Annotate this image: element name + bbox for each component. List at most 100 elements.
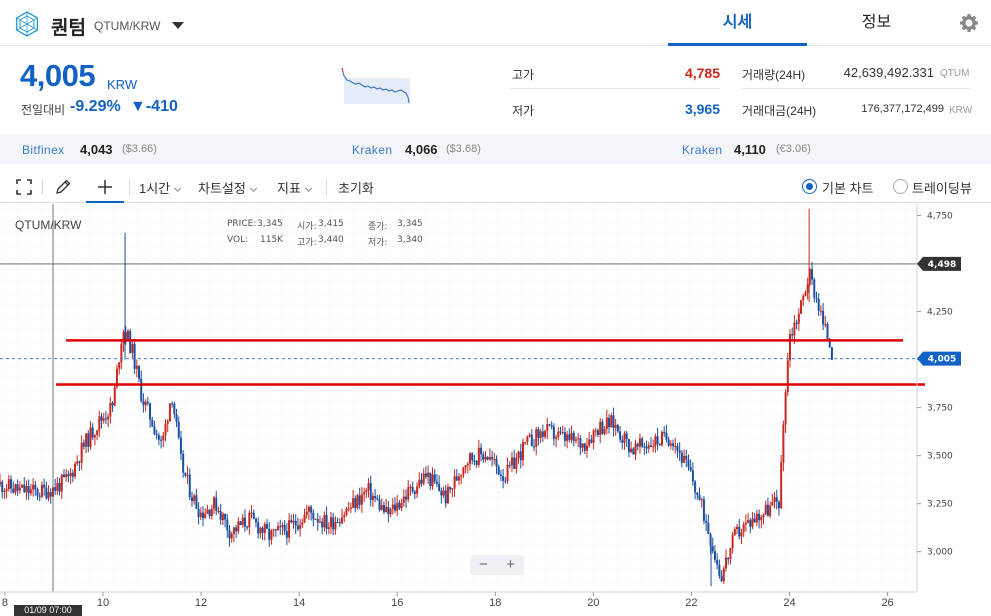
candle-body: [698, 495, 701, 500]
candle-body: [828, 338, 831, 348]
candle-body: [707, 522, 710, 535]
candle-body: [621, 439, 624, 443]
candle-body: [504, 480, 507, 482]
divider: [510, 88, 720, 89]
candle-body: [369, 483, 372, 501]
candle-body: [38, 495, 41, 497]
indicators-label: 지표: [277, 181, 301, 196]
indicators-menu[interactable]: 지표: [277, 178, 313, 197]
candle-body: [173, 403, 176, 415]
candle-body: [407, 487, 410, 500]
candle-body: [435, 481, 438, 484]
candle-body: [539, 431, 542, 438]
candle-body: [385, 506, 388, 513]
candle-body: [60, 474, 63, 492]
candle-body: [215, 497, 218, 512]
divider: [741, 88, 971, 89]
candle-body: [742, 524, 745, 533]
candle-body: [702, 499, 705, 521]
candle-body: [716, 559, 719, 565]
candle-body: [378, 499, 381, 510]
price-chart[interactable]: 4,7504,5004,2504,0003,7503,5003,2503,000…: [0, 204, 991, 616]
candle-body: [822, 310, 825, 325]
legend-open: 3,415: [318, 219, 344, 229]
candle-body: [405, 496, 408, 500]
reset-button[interactable]: 초기화: [338, 181, 374, 196]
candle-body: [416, 486, 419, 494]
candle-body: [109, 402, 112, 417]
candle-body: [782, 424, 785, 463]
gear-icon[interactable]: [959, 13, 979, 33]
candle-body: [241, 517, 244, 526]
candle-body: [663, 432, 666, 434]
candle-body: [619, 431, 622, 440]
candle-body: [469, 453, 472, 464]
candle-body: [396, 502, 399, 511]
tab-info[interactable]: 정보: [861, 14, 892, 31]
zoom-out-button[interactable]: −: [479, 556, 488, 573]
pencil-icon[interactable]: [54, 178, 72, 196]
candle-body: [460, 474, 463, 477]
low-price: 3,965: [684, 101, 720, 117]
candle-body: [115, 368, 118, 387]
candle-body: [429, 472, 432, 487]
candle-body: [731, 534, 734, 549]
candle-body: [360, 494, 363, 505]
candle-body: [285, 531, 288, 538]
candle-body: [29, 489, 32, 494]
tradingview-label[interactable]: 트레이딩뷰: [912, 181, 972, 196]
tab-market[interactable]: 시세: [668, 0, 807, 46]
candle-body: [713, 551, 716, 560]
fullscreen-icon[interactable]: [15, 178, 33, 196]
y-tick-label: 3,750: [927, 404, 953, 414]
candle-body: [700, 499, 703, 501]
current-price-tag: 4,005: [928, 355, 956, 365]
candle-body: [676, 445, 679, 451]
candle-body: [382, 505, 385, 513]
candle-body: [444, 490, 447, 504]
candle-body: [186, 474, 189, 476]
tradingview-radio[interactable]: [893, 179, 908, 194]
candle-body: [736, 526, 739, 529]
candle-body: [195, 495, 198, 509]
divider: [42, 179, 43, 195]
exchange-price: 4,043: [80, 142, 113, 157]
candle-body: [36, 489, 39, 496]
candle-body: [0, 481, 1, 485]
candle-body: [10, 479, 13, 489]
candle-body: [722, 568, 725, 582]
candle-body: [627, 438, 630, 453]
zoom-in-button[interactable]: +: [506, 556, 515, 573]
chart-settings-menu[interactable]: 차트설정: [198, 178, 258, 197]
candle-body: [334, 522, 337, 530]
candle-body: [250, 512, 253, 514]
chevron-down-icon[interactable]: [172, 22, 184, 29]
chart-canvas[interactable]: 4,7504,5004,2504,0003,7503,5003,2503,000…: [0, 204, 991, 616]
candle-body: [749, 520, 752, 527]
candle-body: [239, 521, 242, 526]
legend-price: 3,345: [257, 219, 283, 229]
candle-body: [292, 520, 295, 523]
candle-body: [508, 465, 511, 467]
candle-body: [420, 479, 423, 484]
candle-body: [634, 443, 637, 455]
basic-chart-radio[interactable]: [802, 179, 817, 194]
candle-body: [343, 515, 346, 518]
candle-body: [824, 324, 827, 326]
crosshair-tool-selected[interactable]: [86, 170, 124, 203]
basic-chart-label[interactable]: 기본 차트: [822, 181, 874, 196]
candle-body: [689, 466, 692, 471]
candle-body: [758, 513, 761, 521]
candle-body: [155, 434, 158, 436]
candle-body: [347, 508, 350, 510]
candle-body: [321, 521, 324, 528]
candle-body: [367, 483, 370, 491]
interval-select[interactable]: 1시간: [139, 178, 182, 197]
candle-body: [166, 421, 169, 424]
candle-body: [82, 442, 85, 447]
x-tick-label: 18: [489, 597, 501, 609]
x-tick-label: 12: [195, 597, 207, 609]
exchange-eur: (€3.06): [776, 143, 811, 155]
candle-body: [257, 522, 260, 534]
